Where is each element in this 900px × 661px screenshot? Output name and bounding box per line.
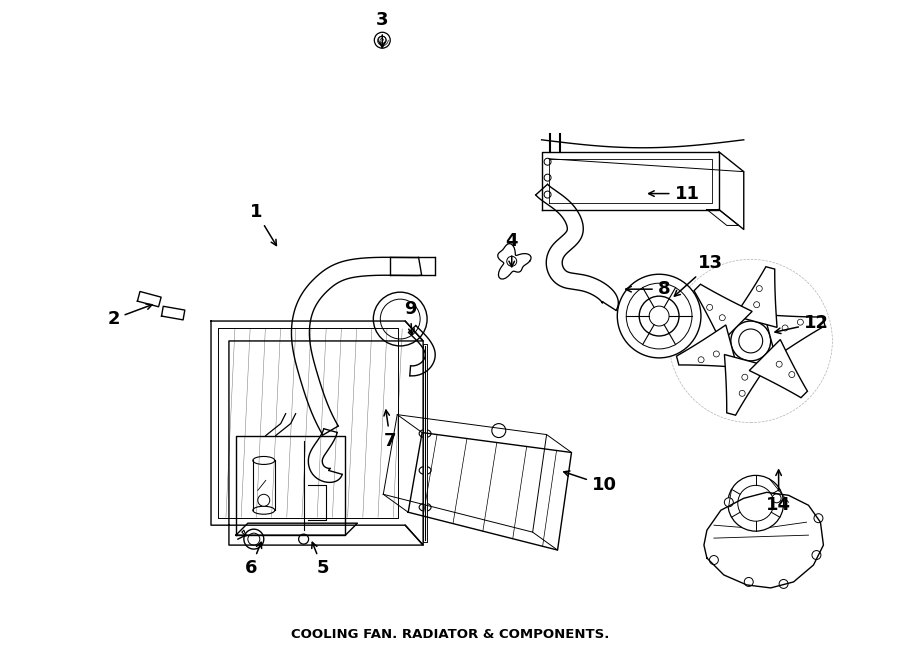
Circle shape bbox=[724, 498, 733, 507]
Circle shape bbox=[257, 494, 270, 506]
Circle shape bbox=[544, 191, 551, 198]
Polygon shape bbox=[677, 325, 737, 368]
Circle shape bbox=[812, 551, 821, 559]
Circle shape bbox=[544, 158, 551, 165]
Circle shape bbox=[649, 306, 669, 326]
Circle shape bbox=[788, 371, 795, 377]
Circle shape bbox=[244, 529, 264, 549]
Polygon shape bbox=[724, 354, 767, 415]
Circle shape bbox=[779, 580, 788, 588]
Polygon shape bbox=[764, 315, 825, 357]
Text: 13: 13 bbox=[674, 254, 724, 296]
Polygon shape bbox=[694, 284, 752, 342]
Circle shape bbox=[714, 351, 719, 357]
Circle shape bbox=[374, 32, 391, 48]
Circle shape bbox=[814, 514, 823, 523]
Circle shape bbox=[744, 578, 753, 586]
Text: 7: 7 bbox=[384, 410, 397, 449]
Circle shape bbox=[731, 321, 770, 361]
Polygon shape bbox=[734, 266, 777, 327]
Circle shape bbox=[698, 357, 704, 363]
Circle shape bbox=[772, 494, 781, 503]
Text: 9: 9 bbox=[404, 300, 417, 334]
Circle shape bbox=[739, 391, 745, 397]
Circle shape bbox=[776, 361, 782, 368]
Circle shape bbox=[782, 325, 788, 331]
Circle shape bbox=[507, 256, 517, 266]
Text: COOLING FAN. RADIATOR & COMPONENTS.: COOLING FAN. RADIATOR & COMPONENTS. bbox=[291, 628, 609, 641]
Circle shape bbox=[299, 534, 309, 544]
Text: 3: 3 bbox=[376, 11, 389, 48]
Circle shape bbox=[248, 533, 260, 545]
Circle shape bbox=[378, 36, 386, 44]
Circle shape bbox=[742, 374, 748, 380]
Circle shape bbox=[626, 283, 692, 349]
Circle shape bbox=[374, 292, 428, 346]
Circle shape bbox=[739, 329, 762, 353]
Ellipse shape bbox=[419, 503, 431, 511]
Circle shape bbox=[753, 301, 760, 307]
Text: 12: 12 bbox=[775, 314, 829, 334]
Circle shape bbox=[728, 475, 784, 531]
Circle shape bbox=[738, 485, 774, 521]
Text: 10: 10 bbox=[563, 471, 616, 494]
Text: 8: 8 bbox=[626, 280, 670, 298]
Ellipse shape bbox=[253, 506, 274, 514]
Circle shape bbox=[544, 174, 551, 181]
Circle shape bbox=[617, 274, 701, 358]
Text: 2: 2 bbox=[107, 304, 152, 328]
Text: 14: 14 bbox=[766, 470, 791, 514]
Circle shape bbox=[797, 319, 804, 325]
Text: 4: 4 bbox=[506, 233, 518, 267]
Circle shape bbox=[639, 296, 679, 336]
Circle shape bbox=[719, 315, 725, 321]
Circle shape bbox=[709, 555, 718, 564]
Circle shape bbox=[381, 299, 420, 339]
Ellipse shape bbox=[419, 467, 431, 475]
Text: 6: 6 bbox=[245, 542, 262, 577]
Ellipse shape bbox=[253, 457, 274, 465]
Polygon shape bbox=[750, 340, 807, 398]
Circle shape bbox=[706, 304, 713, 311]
Circle shape bbox=[491, 424, 506, 438]
Text: 1: 1 bbox=[249, 202, 276, 245]
Circle shape bbox=[756, 286, 762, 292]
Ellipse shape bbox=[419, 430, 431, 438]
Text: 5: 5 bbox=[311, 542, 328, 577]
Text: 11: 11 bbox=[649, 184, 699, 202]
